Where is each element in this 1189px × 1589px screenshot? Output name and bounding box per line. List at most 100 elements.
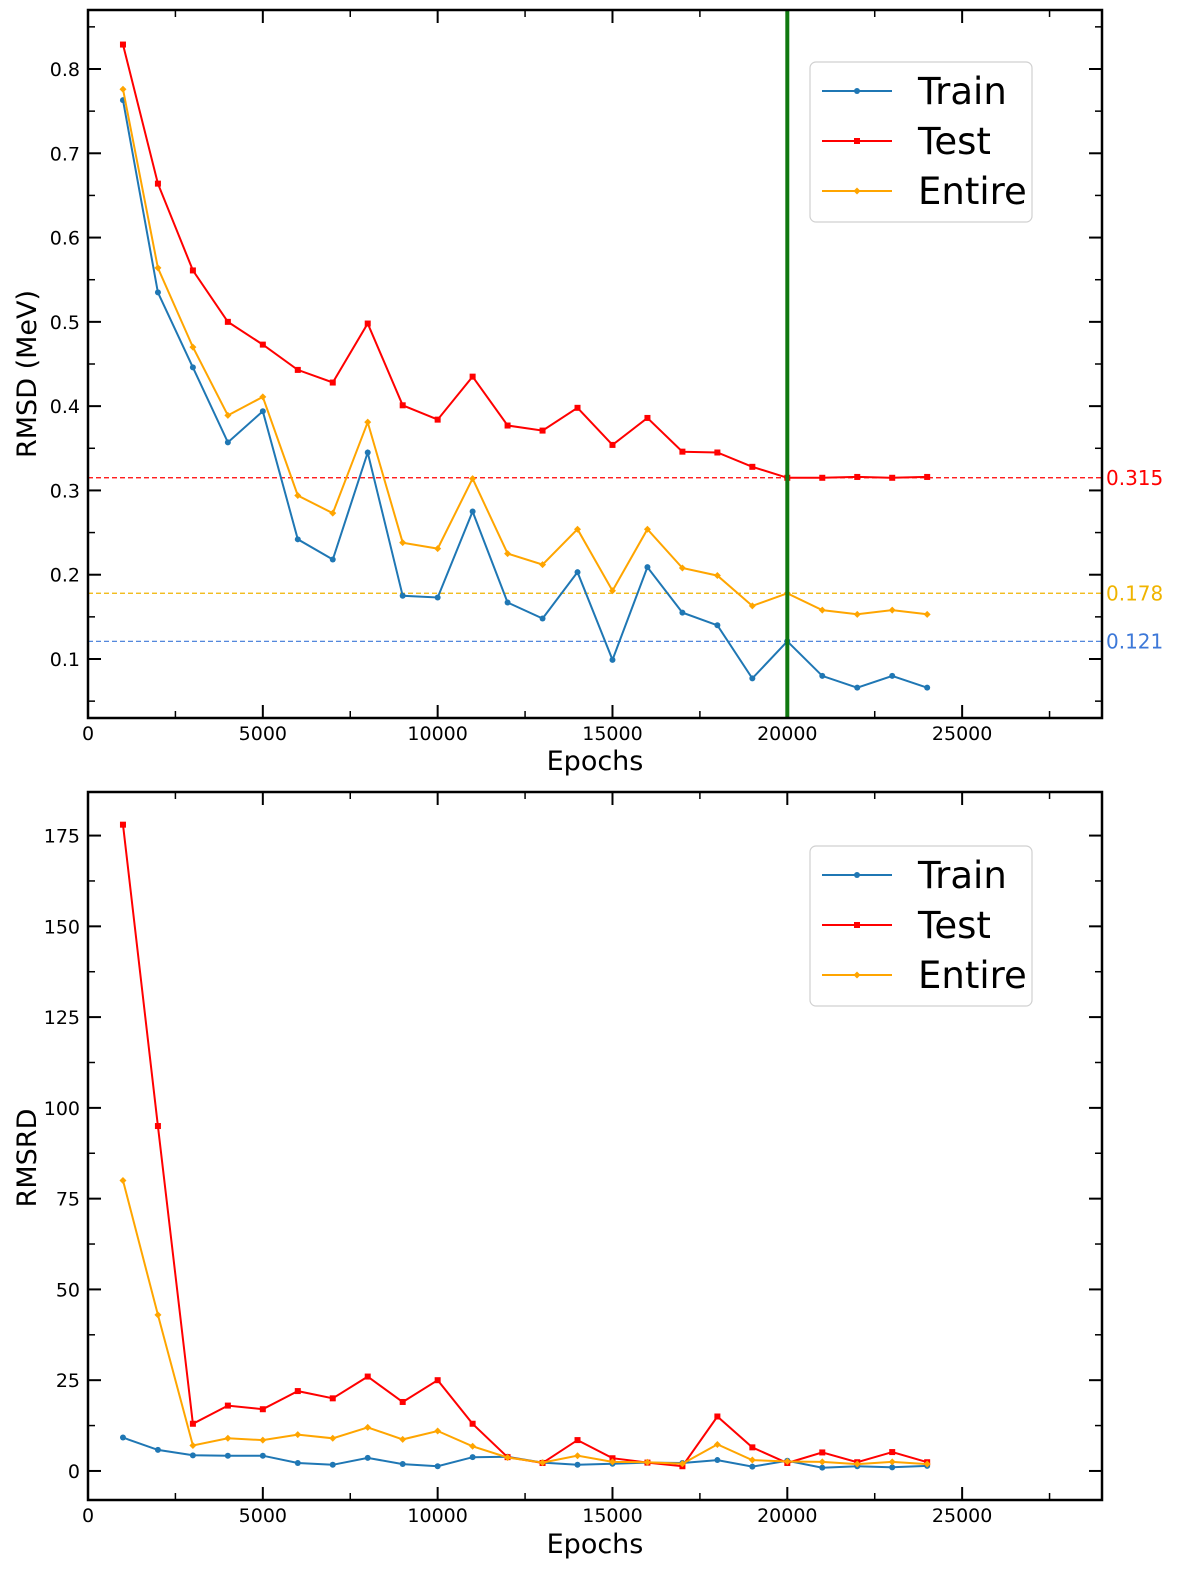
x-tick-label: 20000 bbox=[757, 723, 817, 745]
data-point bbox=[224, 439, 231, 446]
data-point bbox=[434, 1377, 441, 1384]
y-tick-label: 0.8 bbox=[50, 59, 80, 81]
series-line-train bbox=[122, 1436, 928, 1469]
data-point bbox=[154, 180, 161, 187]
data-point bbox=[819, 672, 826, 679]
y-tick-label: 25 bbox=[56, 1370, 80, 1392]
data-point bbox=[714, 1457, 721, 1464]
data-point bbox=[678, 564, 686, 572]
data-point bbox=[364, 1423, 372, 1431]
y-tick-label: 0.2 bbox=[50, 565, 80, 587]
data-point bbox=[259, 393, 267, 401]
x-tick-label: 10000 bbox=[407, 1505, 467, 1527]
data-point bbox=[224, 1402, 231, 1409]
data-point bbox=[888, 606, 896, 614]
x-tick-label: 10000 bbox=[407, 723, 467, 745]
data-point bbox=[923, 610, 931, 618]
legend: Train Test Entire bbox=[809, 845, 1033, 1007]
data-point bbox=[574, 404, 581, 411]
data-point bbox=[329, 379, 336, 386]
y-tick-label: 150 bbox=[44, 916, 80, 938]
data-point bbox=[854, 473, 861, 480]
series-entire bbox=[119, 1176, 931, 1468]
legend-box bbox=[809, 61, 1033, 223]
series-line-entire bbox=[122, 1180, 928, 1466]
rmsd-panel: 0 5000 10000 15000 20000 25000 0.1 0.2 0.3 0.4 0.5… bbox=[12, 8, 1163, 777]
data-point bbox=[119, 1176, 127, 1184]
data-point bbox=[224, 411, 232, 419]
data-point bbox=[889, 1449, 896, 1456]
data-point bbox=[819, 474, 826, 481]
data-point bbox=[259, 1452, 266, 1459]
data-point bbox=[224, 1434, 232, 1442]
data-point bbox=[749, 463, 756, 470]
data-point bbox=[119, 821, 126, 828]
data-point bbox=[818, 606, 826, 614]
y-tick-label: 0.3 bbox=[50, 480, 80, 502]
y-tick-label: 0.4 bbox=[50, 396, 80, 418]
data-point bbox=[364, 449, 371, 456]
data-point bbox=[748, 602, 756, 610]
data-point bbox=[469, 508, 476, 515]
y-tick-label: 0.1 bbox=[50, 649, 80, 671]
plot-frame bbox=[86, 8, 1104, 720]
data-point bbox=[329, 1461, 336, 1468]
data-point bbox=[434, 1463, 441, 1470]
data-point bbox=[679, 448, 686, 455]
data-point bbox=[259, 408, 266, 415]
data-point bbox=[119, 85, 127, 93]
data-point bbox=[749, 1444, 756, 1451]
data-point bbox=[889, 672, 896, 679]
data-point bbox=[853, 610, 861, 618]
series-line-train bbox=[122, 100, 928, 689]
plot-frame bbox=[86, 790, 1104, 1502]
data-point bbox=[644, 564, 651, 571]
series-line-test bbox=[122, 824, 928, 1468]
x-tick-label: 5000 bbox=[239, 1505, 287, 1527]
data-point bbox=[853, 1460, 861, 1468]
x-tick-label: 5000 bbox=[239, 723, 287, 745]
data-point bbox=[434, 545, 442, 553]
data-point bbox=[539, 561, 547, 569]
data-point bbox=[294, 1459, 301, 1466]
data-point bbox=[608, 587, 616, 595]
data-point bbox=[329, 509, 337, 517]
series-test bbox=[119, 41, 931, 481]
x-tick-label: 0 bbox=[82, 723, 94, 745]
data-point bbox=[364, 1373, 371, 1380]
data-point bbox=[399, 1398, 406, 1405]
data-point bbox=[154, 289, 161, 296]
data-point bbox=[469, 1420, 476, 1427]
data-point bbox=[399, 592, 406, 599]
data-point bbox=[504, 599, 511, 606]
data-point bbox=[643, 1458, 651, 1466]
data-point bbox=[748, 1456, 756, 1464]
data-point bbox=[154, 1311, 162, 1319]
data-point bbox=[504, 550, 512, 558]
data-point bbox=[119, 41, 126, 48]
legend: Train Test Entire bbox=[809, 61, 1033, 223]
data-point bbox=[749, 1463, 756, 1470]
data-point bbox=[854, 684, 861, 691]
legend-marker bbox=[854, 872, 860, 878]
x-tick-label: 15000 bbox=[582, 723, 642, 745]
x-tick-label: 15000 bbox=[582, 1505, 642, 1527]
legend-label: Test bbox=[917, 904, 991, 947]
data-point bbox=[259, 1406, 266, 1413]
data-point bbox=[713, 1440, 721, 1448]
y-axis-label: RMSRD bbox=[12, 1109, 43, 1208]
data-point bbox=[713, 572, 721, 580]
data-point bbox=[889, 1464, 896, 1471]
data-point bbox=[644, 414, 651, 421]
data-point bbox=[539, 615, 546, 622]
x-tick-label: 0 bbox=[82, 1505, 94, 1527]
data-point bbox=[469, 1454, 476, 1461]
data-point bbox=[259, 1436, 267, 1444]
data-point bbox=[539, 427, 546, 434]
data-point bbox=[364, 418, 372, 426]
legend-marker bbox=[853, 971, 861, 979]
data-point bbox=[189, 343, 197, 351]
data-point bbox=[189, 1452, 196, 1459]
data-point bbox=[189, 267, 196, 274]
